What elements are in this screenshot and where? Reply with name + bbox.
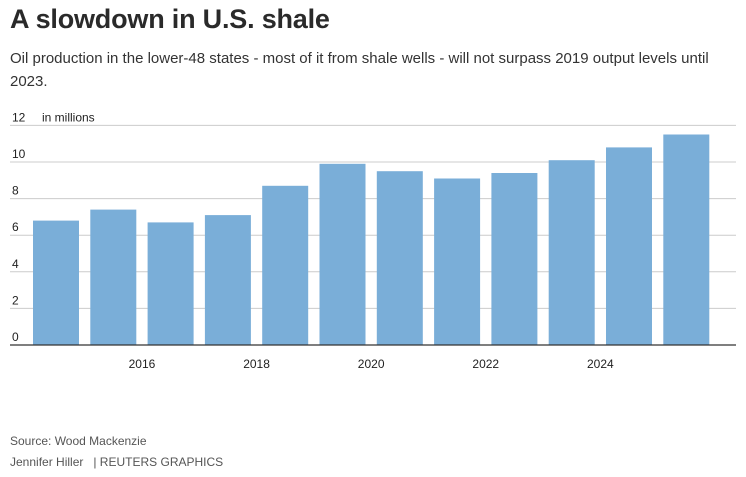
organization-name: | REUTERS GRAPHICS: [93, 455, 224, 469]
y-tick-label-6: 6: [12, 220, 19, 234]
x-tick-label-2024: 2024: [587, 357, 614, 371]
bar-2023: [548, 160, 595, 345]
bar-chart: 0 2 4 6 8 10 12 2016 2018 2020 2022 2024 in millio…: [10, 110, 736, 371]
x-tick-label-2022: 2022: [472, 357, 499, 371]
bar-2014: [33, 220, 79, 345]
x-axis-ticks: 2016 2018 2020 2022 2024: [129, 357, 614, 371]
y-tick-label-2: 2: [12, 293, 19, 307]
bar-2016: [147, 222, 194, 345]
bar-2025: [663, 134, 710, 345]
source-note: Source: Wood Mackenzie: [10, 434, 147, 448]
bar-2020: [376, 171, 423, 345]
author-name: Jennifer Hiller: [10, 455, 84, 469]
bar-2024: [606, 147, 652, 345]
y-tick-label-12: 12: [12, 110, 26, 124]
y-axis-unit-label: in millions: [42, 110, 95, 124]
chart-subtitle: Oil production in the lower-48 states - …: [10, 50, 709, 90]
y-tick-label-8: 8: [12, 184, 19, 198]
x-tick-label-2016: 2016: [129, 357, 156, 371]
x-tick-label-2020: 2020: [358, 357, 385, 371]
x-tick-label-2018: 2018: [243, 357, 270, 371]
y-axis-ticks: 0 2 4 6 8 10 12: [12, 110, 26, 344]
y-tick-label-4: 4: [12, 257, 19, 271]
bar-2019: [319, 163, 366, 345]
bar-2015: [90, 209, 137, 345]
bar-series: [10, 134, 736, 346]
credit-line: Jennifer Hiller | REUTERS GRAPHICS: [10, 455, 223, 469]
chart-title: A slowdown in U.S. shale: [10, 4, 330, 34]
bar-2021: [434, 178, 481, 345]
y-tick-label-0: 0: [12, 330, 19, 344]
bar-2018: [262, 185, 309, 345]
bar-2022: [491, 173, 538, 345]
y-tick-label-10: 10: [12, 147, 26, 161]
bar-2017: [204, 215, 251, 345]
